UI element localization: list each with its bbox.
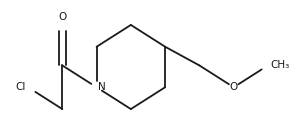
Text: N: N (98, 82, 106, 92)
Text: O: O (230, 82, 238, 92)
Text: O: O (58, 12, 66, 22)
Text: CH₃: CH₃ (271, 60, 290, 70)
Text: Cl: Cl (15, 82, 25, 92)
